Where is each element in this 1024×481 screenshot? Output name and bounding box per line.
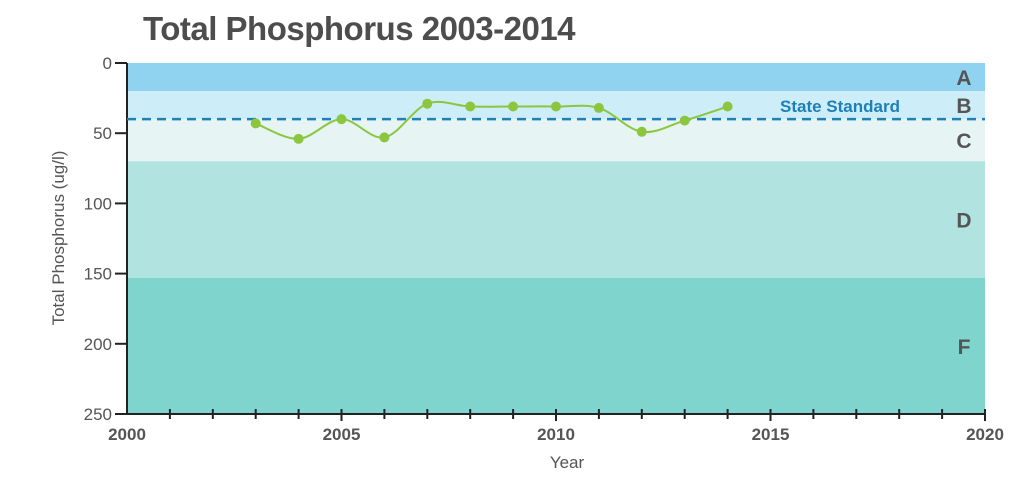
data-point [551, 101, 561, 112]
y-tick-label: 100 [84, 194, 112, 213]
state-standard-label: State Standard [780, 97, 900, 116]
data-point [636, 126, 647, 137]
data-point [722, 101, 733, 112]
x-tick-label: 2005 [323, 425, 361, 444]
band-c [127, 119, 985, 162]
band-f [127, 277, 985, 414]
band-label-f: F [958, 336, 971, 359]
y-tick-label: 0 [103, 54, 112, 73]
band-d [127, 161, 985, 278]
data-point [465, 101, 476, 112]
data-point [336, 114, 347, 125]
x-axis-title: Year [550, 453, 585, 472]
data-point [379, 132, 390, 143]
chart-title: Total Phosphorus 2003-2014 [143, 10, 576, 47]
band-label-d: D [956, 210, 971, 233]
data-point [508, 101, 519, 112]
data-point [593, 102, 604, 113]
state-standard: State Standard [127, 97, 985, 121]
band-label-b: B [956, 95, 971, 118]
data-point [422, 98, 433, 109]
x-tick-label: 2020 [966, 425, 1004, 444]
y-tick-label: 150 [84, 265, 112, 284]
grade-bands: ABC D F [127, 63, 985, 414]
y-tick-label: 200 [84, 335, 112, 354]
y-tick-label: 250 [84, 405, 112, 424]
data-point [679, 115, 690, 126]
x-tick-label: 2010 [537, 425, 575, 444]
x-tick-label: 2015 [752, 425, 790, 444]
y-axis-title: Total Phosphorus (ug/l) [49, 151, 68, 326]
x-tick-label: 2000 [108, 425, 146, 444]
data-point [293, 133, 304, 144]
y-tick-label: 50 [93, 124, 112, 143]
band-label-a: A [956, 67, 971, 90]
band-a [127, 63, 985, 92]
data-series [250, 98, 733, 144]
data-point [250, 118, 261, 129]
band-label-c: C [956, 130, 971, 153]
